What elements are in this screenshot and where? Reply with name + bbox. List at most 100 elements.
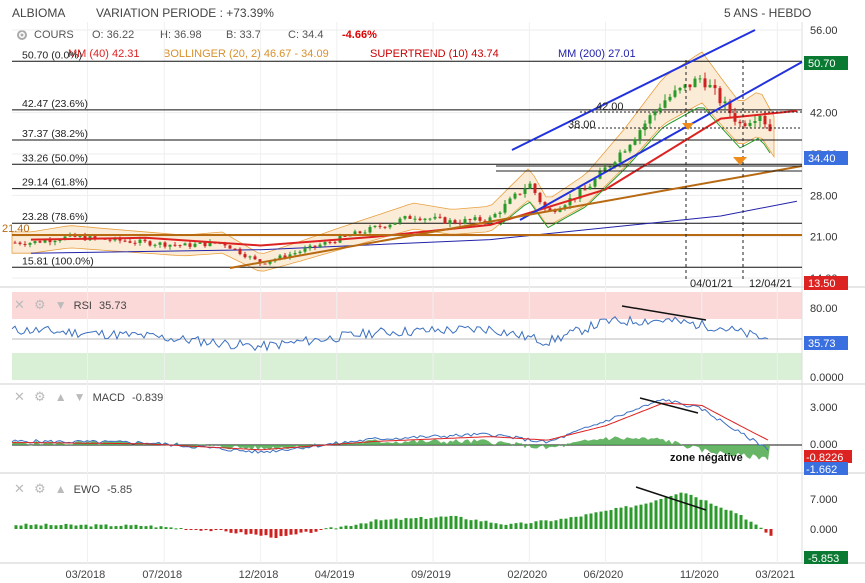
legend-mm200: MM (200) 27.01	[558, 48, 636, 60]
ewo-bar	[79, 524, 83, 529]
candle-body	[163, 242, 167, 247]
candle-body	[278, 255, 282, 260]
candle-body	[738, 121, 742, 124]
close-icon[interactable]: ✕	[14, 297, 25, 312]
candle-body	[48, 240, 52, 243]
ewo-bar	[274, 529, 278, 539]
ewo-bar	[519, 522, 523, 529]
ewo-bar	[154, 527, 158, 529]
arrow-down-icon[interactable]: ▼	[54, 298, 67, 312]
date-marker-2: 12/04/21	[749, 278, 792, 290]
close-icon[interactable]: ✕	[14, 389, 25, 404]
candle-body	[513, 193, 517, 199]
ewo-bar	[394, 518, 398, 529]
fib-label: 42.47 (23.6%)	[22, 98, 88, 110]
candle-body	[568, 198, 572, 206]
arrow-up-icon[interactable]: ▲	[54, 482, 67, 496]
candle-body	[693, 78, 697, 88]
ewo-bar	[669, 495, 673, 529]
fib-label: 29.14 (61.8%)	[22, 177, 88, 189]
candle-body	[758, 115, 762, 121]
ewo-bar	[654, 500, 658, 529]
ewo-bar	[354, 524, 358, 529]
ewo-bar	[259, 529, 263, 536]
gear-icon[interactable]	[16, 29, 28, 44]
candle-body	[373, 225, 377, 227]
candle-body	[628, 144, 632, 152]
ewo-bar	[664, 497, 668, 529]
candle-body	[453, 220, 457, 224]
candle-body	[118, 237, 122, 241]
candle-body	[608, 165, 612, 168]
candle-body	[408, 216, 412, 219]
ewo-bar	[239, 529, 243, 533]
ewo-axis-7: 7.000	[810, 494, 838, 506]
ewo-bar	[329, 527, 333, 529]
fib-label: 15.81 (100.0%)	[22, 255, 94, 267]
timeframe-label: 5 ANS - HEBDO	[724, 6, 812, 20]
candle-body	[318, 244, 322, 247]
ewo-bar	[369, 521, 373, 529]
candle-body	[473, 217, 477, 220]
candle-body	[548, 208, 552, 211]
candle-body	[438, 216, 442, 218]
ewo-bar	[229, 529, 233, 533]
gear-icon[interactable]: ⚙	[33, 297, 46, 312]
candle-body	[378, 225, 382, 227]
ewo-header: ✕ ⚙ ▲ EWO -5.85	[14, 481, 132, 497]
header-bar: ALBIOMA VARIATION PERIODE : +73.39% 5 AN…	[0, 0, 865, 22]
ewo-bar	[144, 526, 148, 529]
ewo-bar	[764, 529, 768, 533]
candle-body	[158, 242, 162, 245]
ewo-bar	[769, 529, 773, 536]
ewo-bar	[419, 516, 423, 529]
macd-histogram	[12, 436, 770, 461]
fib-label: 37.37 (38.2%)	[22, 128, 88, 140]
badge-high: 50.70	[808, 58, 836, 70]
legend-low: B: 33.7	[226, 29, 261, 41]
candle-body	[528, 183, 532, 189]
ewo-bar	[504, 524, 508, 529]
ewo-bar	[34, 524, 38, 529]
ewo-bar	[534, 521, 538, 529]
candle-body	[648, 115, 652, 124]
candle-body	[43, 240, 47, 243]
candle-body	[168, 244, 172, 247]
candle-body	[133, 242, 137, 244]
ewo-bar	[364, 523, 368, 529]
ewo-bar	[204, 529, 208, 531]
ewo-bar	[459, 516, 463, 529]
candle-body	[383, 226, 387, 228]
ewo-bar	[174, 528, 178, 530]
ewo-bar	[189, 529, 193, 530]
gear-icon[interactable]: ⚙	[33, 481, 46, 496]
candle-body	[633, 139, 637, 145]
arrow-down-icon[interactable]: ▼	[73, 390, 86, 404]
ewo-bar	[569, 517, 573, 529]
label-4200: 42.00	[596, 101, 624, 113]
gear-icon[interactable]: ⚙	[33, 389, 46, 404]
legend-cours: COURS	[34, 29, 74, 41]
candle-body	[448, 220, 452, 224]
close-icon[interactable]: ✕	[14, 481, 25, 496]
ewo-bar	[484, 520, 488, 529]
ewo-bar	[624, 506, 628, 529]
ewo-bar	[469, 520, 473, 529]
macd-signal-line	[12, 402, 769, 451]
candle-body	[508, 198, 512, 204]
candle-body	[298, 251, 302, 254]
candle-body	[588, 186, 592, 190]
rsi-badge-bg	[804, 336, 848, 350]
arrow-up-icon[interactable]: ▲	[54, 390, 67, 404]
ewo-bar	[649, 502, 653, 529]
candle-body	[493, 213, 497, 218]
mm200-line	[30, 200, 797, 254]
ewo-bar	[424, 518, 428, 529]
candle-body	[308, 245, 312, 249]
channel-lower-line	[519, 61, 803, 221]
ewo-bar	[629, 507, 633, 529]
ewo-bar	[339, 526, 343, 529]
candle-body	[413, 218, 417, 220]
ewo-bar	[694, 497, 698, 529]
candle-body	[578, 189, 582, 199]
